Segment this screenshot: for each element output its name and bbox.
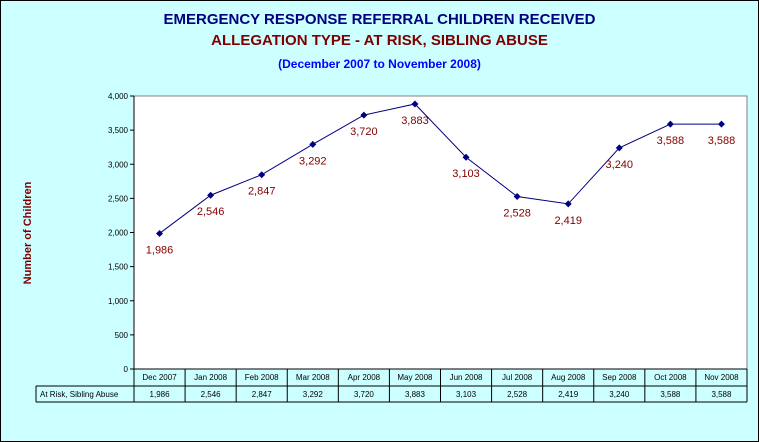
chart-title: EMERGENCY RESPONSE REFERRAL CHILDREN REC…	[163, 11, 596, 28]
data-label: 3,588	[708, 135, 736, 147]
table-cell: 3,720	[354, 390, 375, 399]
x-tick-label: Mar 2008	[296, 373, 330, 382]
table-cell: 3,588	[711, 390, 732, 399]
table-cell: 3,588	[660, 390, 681, 399]
y-tick-label: 0	[124, 365, 129, 374]
data-label: 3,588	[657, 135, 685, 147]
data-point	[207, 191, 215, 199]
table-cell: 2,528	[507, 390, 528, 399]
x-tick-label: Aug 2008	[551, 373, 586, 382]
data-label: 2,528	[503, 207, 531, 219]
x-tick-label: Jul 2008	[502, 373, 533, 382]
x-tick-label: Oct 2008	[654, 373, 687, 382]
table-series-name: At Risk, Sibling Abuse	[40, 390, 119, 399]
data-point	[717, 120, 725, 128]
table-cell: 2,847	[252, 390, 273, 399]
data-label: 2,847	[248, 186, 276, 198]
data-point	[411, 100, 419, 108]
x-tick-label: Jan 2008	[194, 373, 227, 382]
table-cell: 3,240	[609, 390, 630, 399]
y-tick-label: 3,500	[108, 126, 129, 135]
y-tick-label: 3,000	[108, 160, 129, 169]
table-cell: 3,103	[456, 390, 477, 399]
data-label: 3,720	[350, 126, 378, 138]
y-tick-label: 4,000	[108, 92, 129, 101]
y-tick-label: 1,000	[108, 297, 129, 306]
table-cell: 2,546	[201, 390, 222, 399]
table-cell: 3,292	[303, 390, 324, 399]
data-point	[309, 140, 317, 148]
x-tick-label: May 2008	[397, 373, 433, 382]
x-tick-label: Nov 2008	[704, 373, 739, 382]
y-tick-label: 1,500	[108, 263, 129, 272]
table-cell: 3,883	[405, 390, 426, 399]
data-point	[513, 192, 521, 200]
x-tick-label: Apr 2008	[348, 373, 381, 382]
chart-date-range: (December 2007 to November 2008)	[278, 57, 481, 71]
x-tick-label: Sep 2008	[602, 373, 637, 382]
y-tick-label: 2,000	[108, 229, 129, 238]
x-tick-label: Dec 2007	[142, 373, 177, 382]
data-point	[615, 144, 623, 152]
data-point	[360, 111, 368, 119]
data-label: 2,419	[554, 215, 582, 227]
series-line	[159, 103, 722, 234]
y-tick-label: 2,500	[108, 194, 129, 203]
data-label: 3,240	[606, 159, 634, 171]
x-tick-label: Jun 2008	[450, 373, 483, 382]
table-cell: 1,986	[150, 390, 171, 399]
data-point	[462, 153, 470, 161]
data-point	[258, 171, 266, 179]
data-label: 2,546	[197, 206, 225, 218]
data-label: 3,103	[452, 168, 480, 180]
data-label: 1,986	[146, 244, 174, 256]
data-label: 3,883	[401, 115, 429, 127]
data-point	[666, 120, 674, 128]
data-point	[564, 200, 572, 208]
x-tick-label: Feb 2008	[245, 373, 279, 382]
table-cell: 2,419	[558, 390, 579, 399]
data-label: 3,292	[299, 155, 327, 167]
plot-area	[133, 95, 748, 370]
chart-subtitle: ALLEGATION TYPE - AT RISK, SIBLING ABUSE	[211, 32, 548, 49]
data-point	[156, 229, 164, 237]
y-tick-label: 500	[115, 331, 129, 340]
